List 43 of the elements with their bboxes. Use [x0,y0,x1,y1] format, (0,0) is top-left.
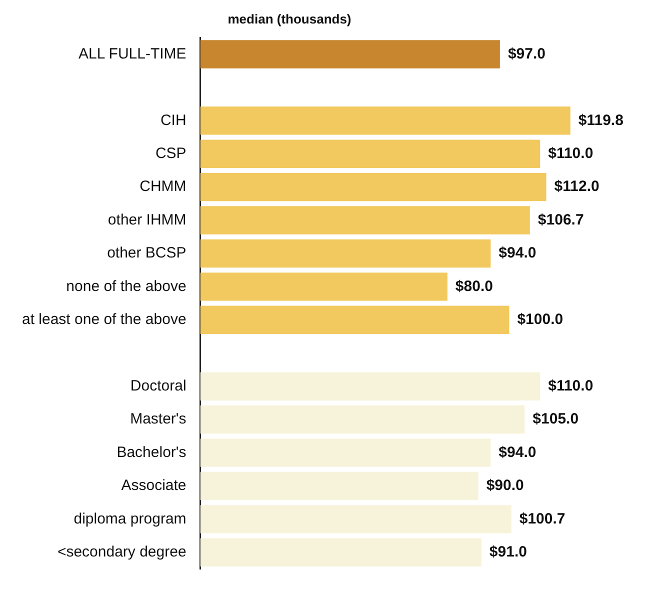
data-label: $112.0 [554,178,600,196]
y-tick-label: Associate [121,477,186,494]
bar [200,40,500,68]
data-label: $80.0 [455,278,493,295]
data-label: $110.0 [548,377,594,394]
data-label: $90.0 [486,477,524,494]
bar [200,505,512,534]
data-label: $91.0 [489,544,527,561]
bar [200,172,546,202]
bar [200,239,491,268]
y-tick-label: <secondary degree [57,544,186,561]
y-tick-label: ALL FULL-TIME [78,45,186,62]
bar [200,272,448,301]
data-label: $97.0 [508,45,546,62]
bar [200,306,510,334]
y-tick-label: CSP [155,144,186,162]
y-tick-label: Bachelor's [116,444,186,461]
y-tick-label: diploma program [74,510,186,528]
data-label: $100.0 [517,311,564,328]
data-label: $94.0 [498,444,536,461]
data-label: $94.0 [498,244,536,262]
y-tick-label: none of the above [66,278,186,295]
data-label: $100.7 [519,510,566,528]
y-tick-label: CIH [160,112,186,129]
bar [200,140,540,168]
bar [200,206,530,234]
bar [200,405,525,434]
bar [200,538,482,567]
y-tick-label: at least one of the above [22,311,186,328]
y-tick-label: Doctoral [130,377,186,394]
y-tick-label: other BCSP [107,244,186,262]
bar [200,372,540,400]
bar [200,472,478,500]
data-label: $106.7 [538,211,584,228]
bar [200,106,570,135]
data-label: $110.0 [548,144,594,162]
data-label: $119.8 [578,112,624,129]
y-tick-label: Master's [130,410,186,428]
bar [200,438,491,467]
data-label: $105.0 [532,410,579,428]
y-tick-label: CHMM [140,178,186,196]
y-tick-label: other IHMM [108,211,186,228]
chart-title: median (thousands) [228,11,352,26]
